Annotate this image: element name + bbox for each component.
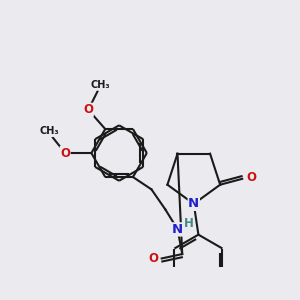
Text: O: O <box>148 252 158 265</box>
Text: O: O <box>83 103 93 116</box>
Text: N: N <box>188 197 200 210</box>
Text: O: O <box>60 146 70 160</box>
Text: N: N <box>172 223 183 236</box>
Text: CH₃: CH₃ <box>91 80 110 90</box>
Text: CH₃: CH₃ <box>40 127 60 136</box>
Text: H: H <box>184 217 193 230</box>
Text: O: O <box>247 170 257 184</box>
